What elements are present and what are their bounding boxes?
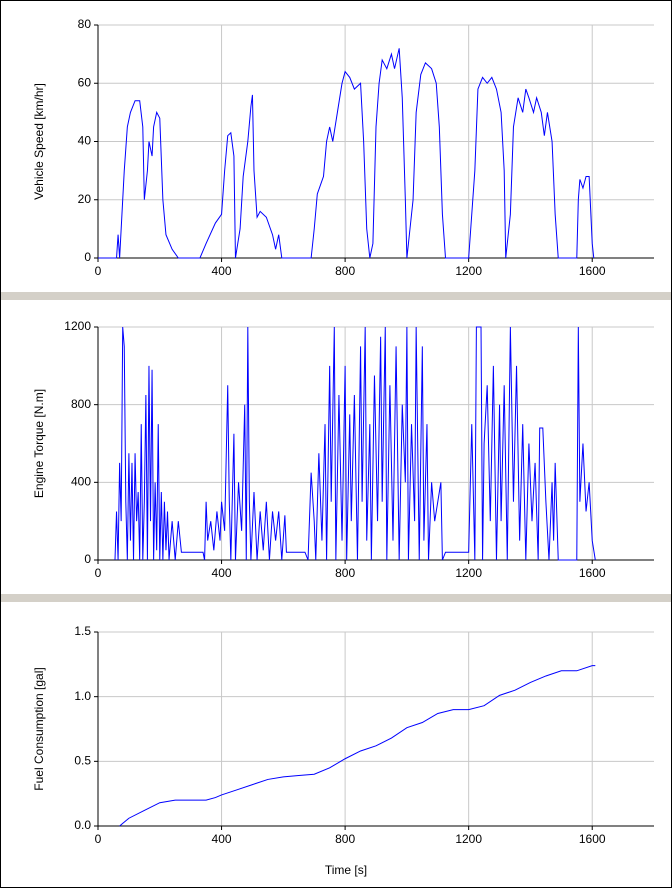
data-line bbox=[119, 665, 596, 827]
x-tick-label: 400 bbox=[212, 264, 232, 278]
y-tick-label: 1.5 bbox=[74, 624, 91, 638]
y-tick-label: 800 bbox=[71, 397, 91, 411]
data-line bbox=[98, 48, 595, 259]
y-axis-title: Fuel Consumption [gal] bbox=[32, 667, 46, 790]
x-tick-label: 400 bbox=[212, 566, 232, 580]
y-tick-label: 40 bbox=[78, 134, 92, 148]
x-tick-label: 1200 bbox=[455, 832, 482, 846]
x-tick-label: 400 bbox=[212, 832, 232, 846]
x-tick-label: 1200 bbox=[455, 264, 482, 278]
data-line bbox=[114, 326, 596, 561]
x-tick-label: 1600 bbox=[579, 264, 606, 278]
y-tick-label: 0 bbox=[84, 552, 91, 566]
y-tick-label: 20 bbox=[78, 192, 92, 206]
y-axis-title: Vehicle Speed [km/hr] bbox=[32, 83, 46, 200]
y-tick-label: 80 bbox=[78, 17, 92, 31]
separator bbox=[1, 292, 671, 300]
y-tick-label: 400 bbox=[71, 475, 91, 489]
y-tick-label: 0.0 bbox=[74, 818, 91, 832]
y-tick-label: 1200 bbox=[64, 319, 91, 333]
x-tick-label: 1600 bbox=[579, 566, 606, 580]
separator bbox=[1, 594, 671, 602]
x-tick-label: 1600 bbox=[579, 832, 606, 846]
y-tick-label: 1.0 bbox=[74, 689, 91, 703]
x-tick-label: 800 bbox=[335, 264, 355, 278]
x-tick-label: 0 bbox=[95, 264, 102, 278]
x-tick-label: 800 bbox=[335, 566, 355, 580]
y-tick-label: 0 bbox=[84, 250, 91, 264]
x-tick-label: 0 bbox=[95, 832, 102, 846]
y-axis-title: Engine Torque [N.m] bbox=[32, 389, 46, 498]
x-tick-label: 800 bbox=[335, 832, 355, 846]
x-tick-label: 1200 bbox=[455, 566, 482, 580]
y-tick-label: 0.5 bbox=[74, 754, 91, 768]
y-tick-label: 60 bbox=[78, 75, 92, 89]
x-axis-title: Time [s] bbox=[325, 863, 367, 877]
x-tick-label: 0 bbox=[95, 566, 102, 580]
